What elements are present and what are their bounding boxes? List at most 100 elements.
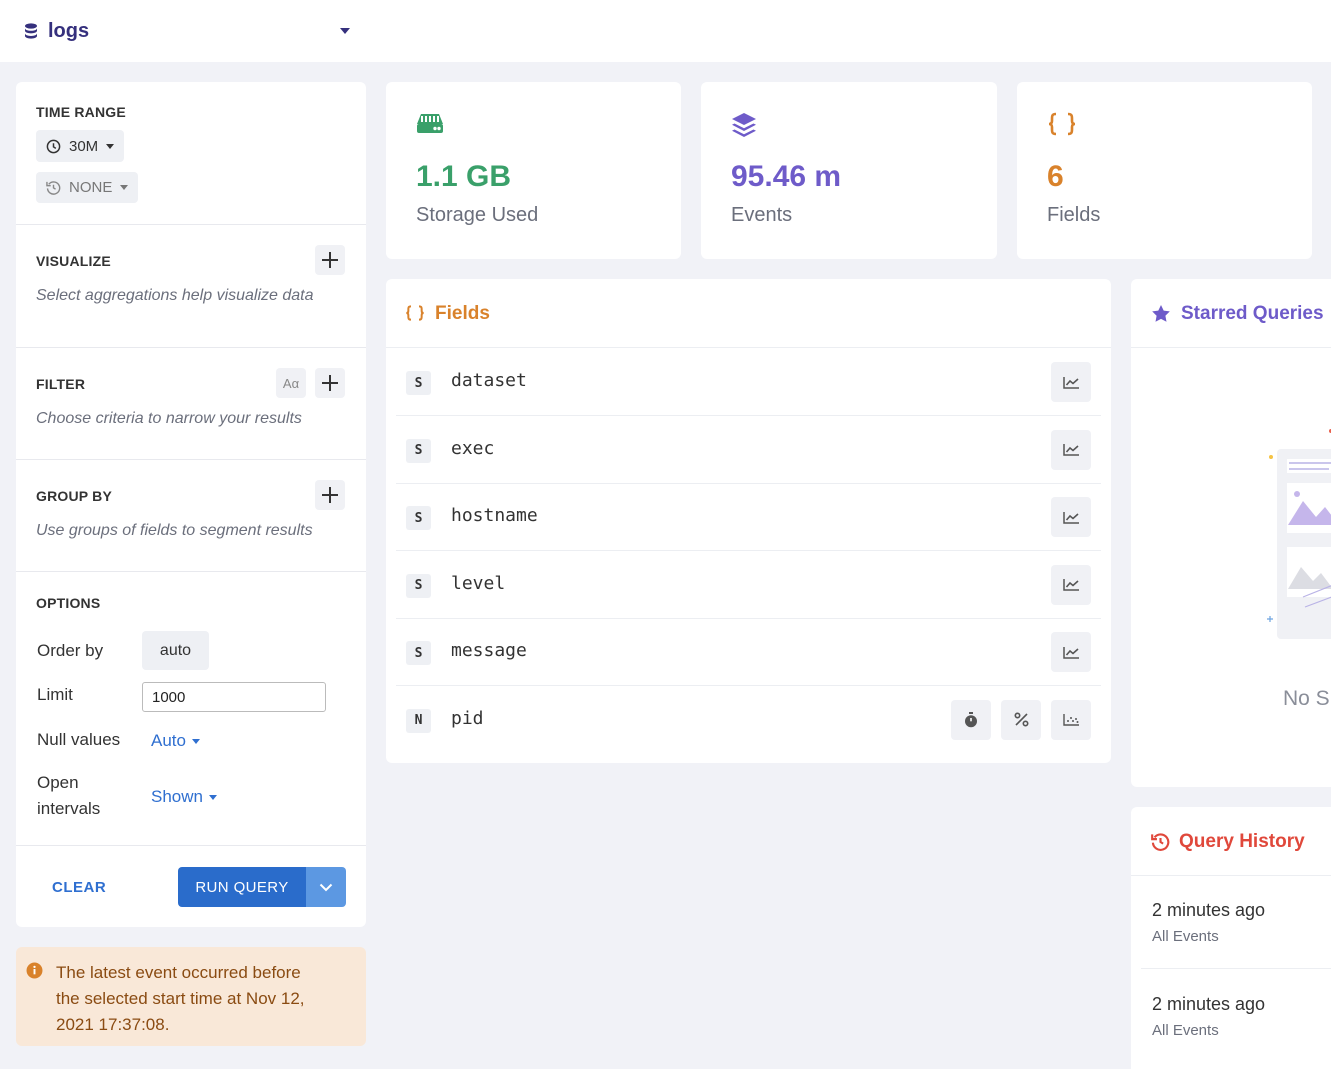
options-section: OPTIONS Order by auto Limit Null values …	[16, 572, 366, 846]
stopwatch-icon	[965, 711, 977, 727]
star-icon	[1152, 305, 1170, 322]
case-sensitive-button[interactable]: Aα	[276, 368, 306, 398]
null-values-dropdown[interactable]: Auto	[151, 731, 200, 751]
chart-button[interactable]	[1051, 564, 1091, 605]
history-item-time: 2 minutes ago	[1152, 900, 1266, 920]
limit-label: Limit	[37, 685, 73, 704]
run-query-button[interactable]: RUN QUERY	[178, 867, 306, 907]
order-by-label: Order by	[37, 641, 104, 660]
history-item-desc: All Events	[1152, 928, 1219, 945]
caret-down-icon	[106, 143, 115, 149]
query-history-title: Query History	[1179, 831, 1305, 852]
open-intervals-dropdown[interactable]: Shown	[151, 787, 217, 807]
order-by-button[interactable]: auto	[142, 631, 209, 670]
layers-icon	[732, 113, 756, 137]
run-query-menu-button[interactable]	[306, 867, 346, 907]
clock-icon	[46, 139, 61, 153]
time-range-value: 30M	[69, 137, 99, 155]
field-name: pid	[451, 707, 484, 729]
field-type-badge: S	[406, 641, 431, 665]
add-visualize-button[interactable]	[315, 245, 345, 275]
duration-button[interactable]	[951, 699, 991, 740]
add-filter-button[interactable]	[315, 368, 345, 398]
starred-queries-header: Starred Queries	[1131, 279, 1331, 348]
fields-panel-title: Fields	[435, 303, 490, 324]
chart-icon	[1062, 444, 1079, 456]
field-type-badge: N	[406, 708, 431, 733]
visualize-hint: Select aggregations help visualize data	[36, 287, 314, 304]
group-by-section: GROUP BY Use groups of fields to segment…	[16, 460, 366, 572]
clear-button[interactable]: CLEAR	[52, 879, 107, 896]
field-type-badge: S	[406, 371, 431, 395]
warning-notice: The latest event occurred before the sel…	[16, 947, 366, 1046]
query-history-panel: Query History 2 minutes ago All Events 2…	[1131, 807, 1331, 1069]
chart-button[interactable]	[1051, 497, 1091, 537]
query-history-header: Query History	[1131, 807, 1331, 876]
null-values-value: Auto	[151, 731, 186, 750]
braces-icon	[1048, 112, 1076, 136]
limit-input[interactable]	[142, 682, 326, 712]
stat-value: 1.1 GB	[416, 160, 512, 193]
stat-value: 95.46 m	[731, 160, 842, 193]
time-range-button[interactable]: 30M	[36, 130, 125, 162]
add-group-by-button[interactable]	[315, 480, 345, 510]
percent-icon	[1013, 712, 1029, 727]
filter-hint: Choose criteria to narrow your results	[36, 410, 302, 427]
starred-empty-text: No S	[1283, 687, 1330, 710]
history-icon	[1151, 833, 1170, 851]
starred-queries-panel: Starred Queries No S	[1131, 279, 1331, 787]
scatter-chart-icon	[1062, 714, 1079, 726]
history-item-desc: All Events	[1152, 1022, 1219, 1039]
chart-button[interactable]	[1051, 362, 1091, 402]
fields-panel-header: Fields	[386, 279, 1111, 348]
visualize-title: VISUALIZE	[36, 253, 111, 269]
storage-stat-card: 1.1 GB Storage Used	[386, 82, 681, 259]
field-name: level	[451, 572, 506, 594]
chart-button[interactable]	[1051, 632, 1091, 672]
dataset-selector[interactable]: logs	[24, 16, 354, 46]
heatmap-button[interactable]	[1051, 699, 1091, 740]
stat-label: Storage Used	[416, 204, 539, 226]
notice-line-3: 2021 17:37:08.	[56, 1015, 170, 1034]
time-range-section: TIME RANGE 30M NONE	[16, 82, 366, 225]
query-builder: TIME RANGE 30M NONE VISUALIZE Select agg…	[16, 82, 366, 927]
chart-button[interactable]	[1051, 429, 1091, 470]
field-name: hostname	[451, 505, 538, 526]
open-intervals-label-line1: Open	[37, 773, 79, 792]
database-icon	[25, 23, 37, 39]
group-by-title: GROUP BY	[36, 488, 113, 504]
chart-icon	[1062, 579, 1079, 591]
null-values-label: Null values	[37, 730, 121, 749]
field-name: message	[451, 640, 527, 661]
chevron-down-icon	[319, 883, 333, 891]
open-intervals-label-line2: intervals	[37, 799, 101, 818]
compare-value: NONE	[69, 179, 113, 196]
chart-icon	[1062, 646, 1079, 659]
field-name: dataset	[451, 370, 527, 391]
options-title: OPTIONS	[36, 595, 101, 611]
history-item[interactable]: 2 minutes ago All Events	[1141, 969, 1331, 1062]
percentile-button[interactable]	[1001, 699, 1041, 740]
notice-line-1: The latest event occurred before	[56, 963, 301, 982]
fields-stat-card: 6 Fields	[1017, 82, 1312, 259]
stat-value: 6	[1047, 160, 1064, 193]
notice-line-2: the selected start time at Nov 12,	[56, 989, 305, 1008]
history-item[interactable]: 2 minutes ago All Events	[1141, 876, 1331, 969]
visualize-section: VISUALIZE Select aggregations help visua…	[16, 225, 366, 348]
caret-down-icon	[120, 185, 129, 190]
events-stat-card: 95.46 m Events	[701, 82, 997, 259]
time-range-title: TIME RANGE	[36, 104, 126, 120]
caret-down-icon	[208, 794, 217, 800]
chevron-down-icon	[340, 28, 350, 34]
stat-label: Events	[731, 204, 793, 226]
compare-button[interactable]: NONE	[36, 172, 139, 203]
braces-icon	[406, 305, 424, 321]
chart-icon	[1062, 376, 1079, 389]
